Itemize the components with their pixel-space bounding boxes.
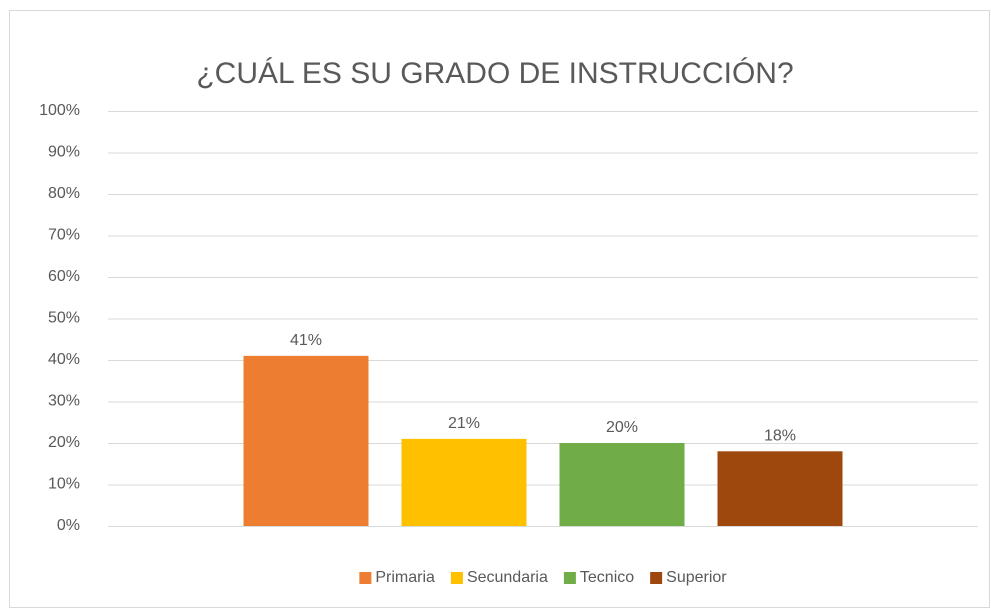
bar xyxy=(559,443,685,526)
legend-label: Tecnico xyxy=(580,569,634,586)
chart-title: ¿CUÁL ES SU GRADO DE INSTRUCCIÓN? xyxy=(196,57,793,90)
legend-label: Superior xyxy=(666,569,727,586)
y-tick-label: 30% xyxy=(48,393,80,410)
legend-swatch xyxy=(450,572,463,584)
bar xyxy=(717,451,843,526)
y-tick-label: 90% xyxy=(48,144,80,161)
data-label: 21% xyxy=(448,415,480,432)
y-tick-label: 20% xyxy=(48,434,80,451)
legend-label: Secundaria xyxy=(467,569,548,586)
data-label: 20% xyxy=(606,419,638,436)
data-label: 18% xyxy=(764,428,796,445)
y-tick-label: 70% xyxy=(48,227,80,244)
legend-label: Primaria xyxy=(375,569,435,586)
y-tick-label: 10% xyxy=(48,476,80,493)
y-tick-label: 60% xyxy=(48,268,80,285)
y-tick-label: 100% xyxy=(39,102,80,119)
bar xyxy=(401,438,527,526)
data-label: 41% xyxy=(290,332,322,349)
y-tick-label: 50% xyxy=(48,310,80,327)
y-tick-label: 80% xyxy=(48,185,80,202)
bar xyxy=(243,355,369,526)
legend-swatch xyxy=(650,572,663,584)
legend-swatch xyxy=(359,572,372,584)
y-tick-label: 0% xyxy=(57,517,80,534)
y-tick-label: 40% xyxy=(48,351,80,368)
legend-swatch xyxy=(563,572,576,584)
